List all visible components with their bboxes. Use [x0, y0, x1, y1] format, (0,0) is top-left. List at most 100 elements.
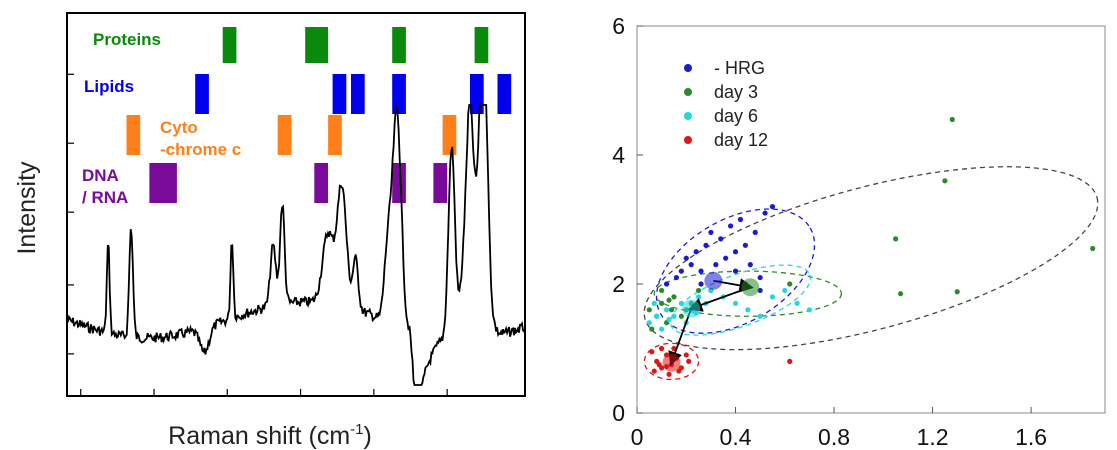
band-1-5: [497, 74, 512, 114]
legend-label-1: day 3: [714, 82, 758, 102]
legend-label-0: - HRG: [714, 58, 765, 78]
raman-spectrum-panel: Proteins Lipids Cyto -chrome c DNA / RNA Inte…: [13, 12, 526, 450]
scatter-panel: 0 0.4 0.8 1.2 1.6 0 2 4 6 - HRG day 3 day 6 day 12: [612, 13, 1106, 450]
band-group-label-3-0: DNA: [82, 166, 119, 185]
point-1-12: [893, 236, 899, 242]
right-x-tick-label-2: 0.8: [818, 424, 850, 450]
point-3-11: [656, 362, 662, 368]
point-0-15: [742, 242, 748, 248]
point-2-18: [806, 307, 813, 313]
point-1-11: [668, 307, 675, 313]
legend: - HRG day 3 day 6 day 12: [684, 58, 768, 150]
point-3-16: [787, 358, 793, 364]
point-2-13: [745, 307, 751, 313]
band-1-1: [332, 74, 347, 114]
spectrum-line: [66, 104, 526, 386]
point-0-10: [718, 236, 724, 242]
right-axis-ticks: 0 0.4 0.8 1.2 1.6 0 2 4 6: [612, 13, 1047, 450]
point-3-14: [651, 368, 657, 374]
point-0-1: [673, 274, 680, 281]
legend-marker-0: [684, 64, 692, 72]
point-1-15: [942, 178, 948, 184]
point-1-10: [649, 326, 655, 332]
point-2-19: [651, 300, 657, 306]
point-0-17: [752, 229, 758, 235]
x-axis-title-main: Raman shift (cm: [168, 422, 350, 450]
band-2-2: [328, 115, 342, 155]
point-1-5: [678, 313, 684, 319]
point-3-8: [659, 345, 665, 352]
ellipse-3: [643, 166, 1099, 351]
scatter-points: [646, 116, 1096, 377]
point-1-13: [897, 291, 904, 297]
point-2-0: [646, 320, 652, 326]
point-0-6: [698, 268, 704, 274]
point-2-17: [794, 300, 800, 306]
left-axis-ticks: [67, 73, 448, 396]
x-axis-title-sup: -1: [350, 421, 363, 438]
right-x-tick-label-1: 0.4: [720, 424, 752, 450]
centroid-2: [682, 299, 701, 318]
band-1-2: [351, 74, 365, 114]
point-2-16: [782, 287, 788, 294]
band-2-0: [126, 115, 141, 155]
centroid-3: [662, 353, 681, 372]
point-0-5: [693, 249, 699, 255]
point-0-13: [732, 249, 739, 255]
band-0-2: [392, 27, 406, 63]
point-0-9: [713, 262, 719, 268]
band-group-label-2-1: -chrome c: [160, 140, 241, 159]
band-group-label-2-0: Cyto: [160, 118, 198, 137]
right-x-tick-label-4: 1.6: [1015, 424, 1047, 450]
point-0-0: [663, 281, 670, 287]
point-0-19: [762, 210, 768, 216]
arrow-1: [687, 286, 751, 312]
right-x-tick-label-3: 1.2: [917, 424, 949, 450]
point-2-14: [757, 313, 763, 319]
centroid-0: [704, 271, 723, 290]
point-2-20: [666, 316, 672, 323]
band-0-0: [222, 27, 237, 63]
band-group-label-0-0: Proteins: [93, 30, 161, 49]
point-1-9: [659, 287, 665, 294]
point-0-16: [747, 262, 753, 268]
ellipse-2: [669, 264, 812, 336]
point-0-14: [737, 216, 744, 223]
point-1-4: [671, 294, 677, 300]
x-axis-title: Raman shift (cm-1): [168, 421, 372, 450]
point-0-11: [723, 255, 729, 261]
centroid-1: [741, 278, 760, 297]
legend-marker-3: [684, 136, 692, 144]
right-x-tick-label-0: 0: [631, 424, 644, 450]
point-0-8: [708, 229, 714, 235]
point-3-0: [649, 349, 655, 355]
point-0-20: [769, 204, 776, 210]
point-0-23: [732, 268, 739, 274]
legend-marker-1: [684, 88, 692, 96]
band-1-0: [195, 74, 209, 114]
point-2-1: [654, 313, 660, 319]
point-0-18: [757, 274, 763, 281]
trajectory-arrows: [668, 278, 754, 367]
band-group-labels: Proteins Lipids Cyto -chrome c DNA / RNA: [82, 30, 241, 207]
point-2-15: [769, 294, 776, 300]
point-0-7: [703, 242, 709, 248]
right-y-tick-label-3: 6: [612, 13, 625, 39]
band-0-3: [474, 27, 489, 63]
point-1-16: [949, 116, 955, 123]
x-axis-title-close: ): [364, 422, 372, 450]
ellipse-4: [643, 342, 700, 381]
point-3-7: [683, 352, 689, 358]
confidence-ellipses: [643, 166, 1099, 381]
band-3-2: [392, 163, 406, 203]
point-1-19: [666, 297, 672, 303]
point-2-8: [695, 294, 702, 300]
band-group-label-1-0: Lipids: [84, 77, 134, 96]
right-y-tick-label-1: 2: [612, 271, 625, 297]
band-3-1: [314, 163, 328, 203]
point-1-0: [646, 307, 652, 313]
point-1-18: [787, 281, 793, 287]
arrow-2: [668, 308, 693, 367]
point-1-2: [659, 300, 665, 306]
